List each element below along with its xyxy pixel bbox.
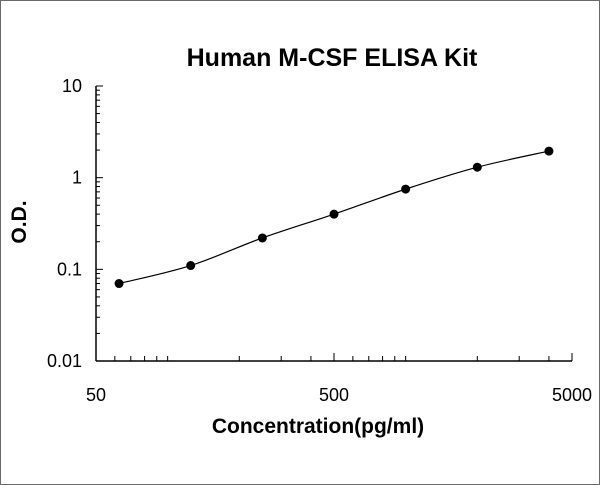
- data-point: [544, 146, 554, 156]
- y-tick-label: 10: [62, 76, 82, 96]
- data-point: [257, 233, 267, 243]
- data-point: [114, 279, 124, 289]
- data-point: [186, 261, 196, 271]
- x-axis-title: Concentration(pg/ml): [212, 415, 424, 438]
- data-point: [329, 209, 339, 219]
- y-axis-title: O.D.: [8, 200, 31, 243]
- data-point: [472, 162, 482, 172]
- points-layer: [114, 146, 554, 289]
- data-point: [401, 184, 411, 194]
- chart-title: Human M-CSF ELISA Kit: [187, 44, 478, 72]
- y-tick-label: 0.1: [57, 259, 82, 279]
- y-tick-label: 0.01: [47, 351, 82, 371]
- axes: 0.01 0.1 1 10 50 500 5000: [47, 76, 592, 405]
- x-tick-label: 500: [319, 385, 349, 405]
- y-tick-label: 1: [72, 168, 82, 188]
- x-tick-label: 50: [86, 385, 106, 405]
- x-tick-label: 5000: [552, 385, 592, 405]
